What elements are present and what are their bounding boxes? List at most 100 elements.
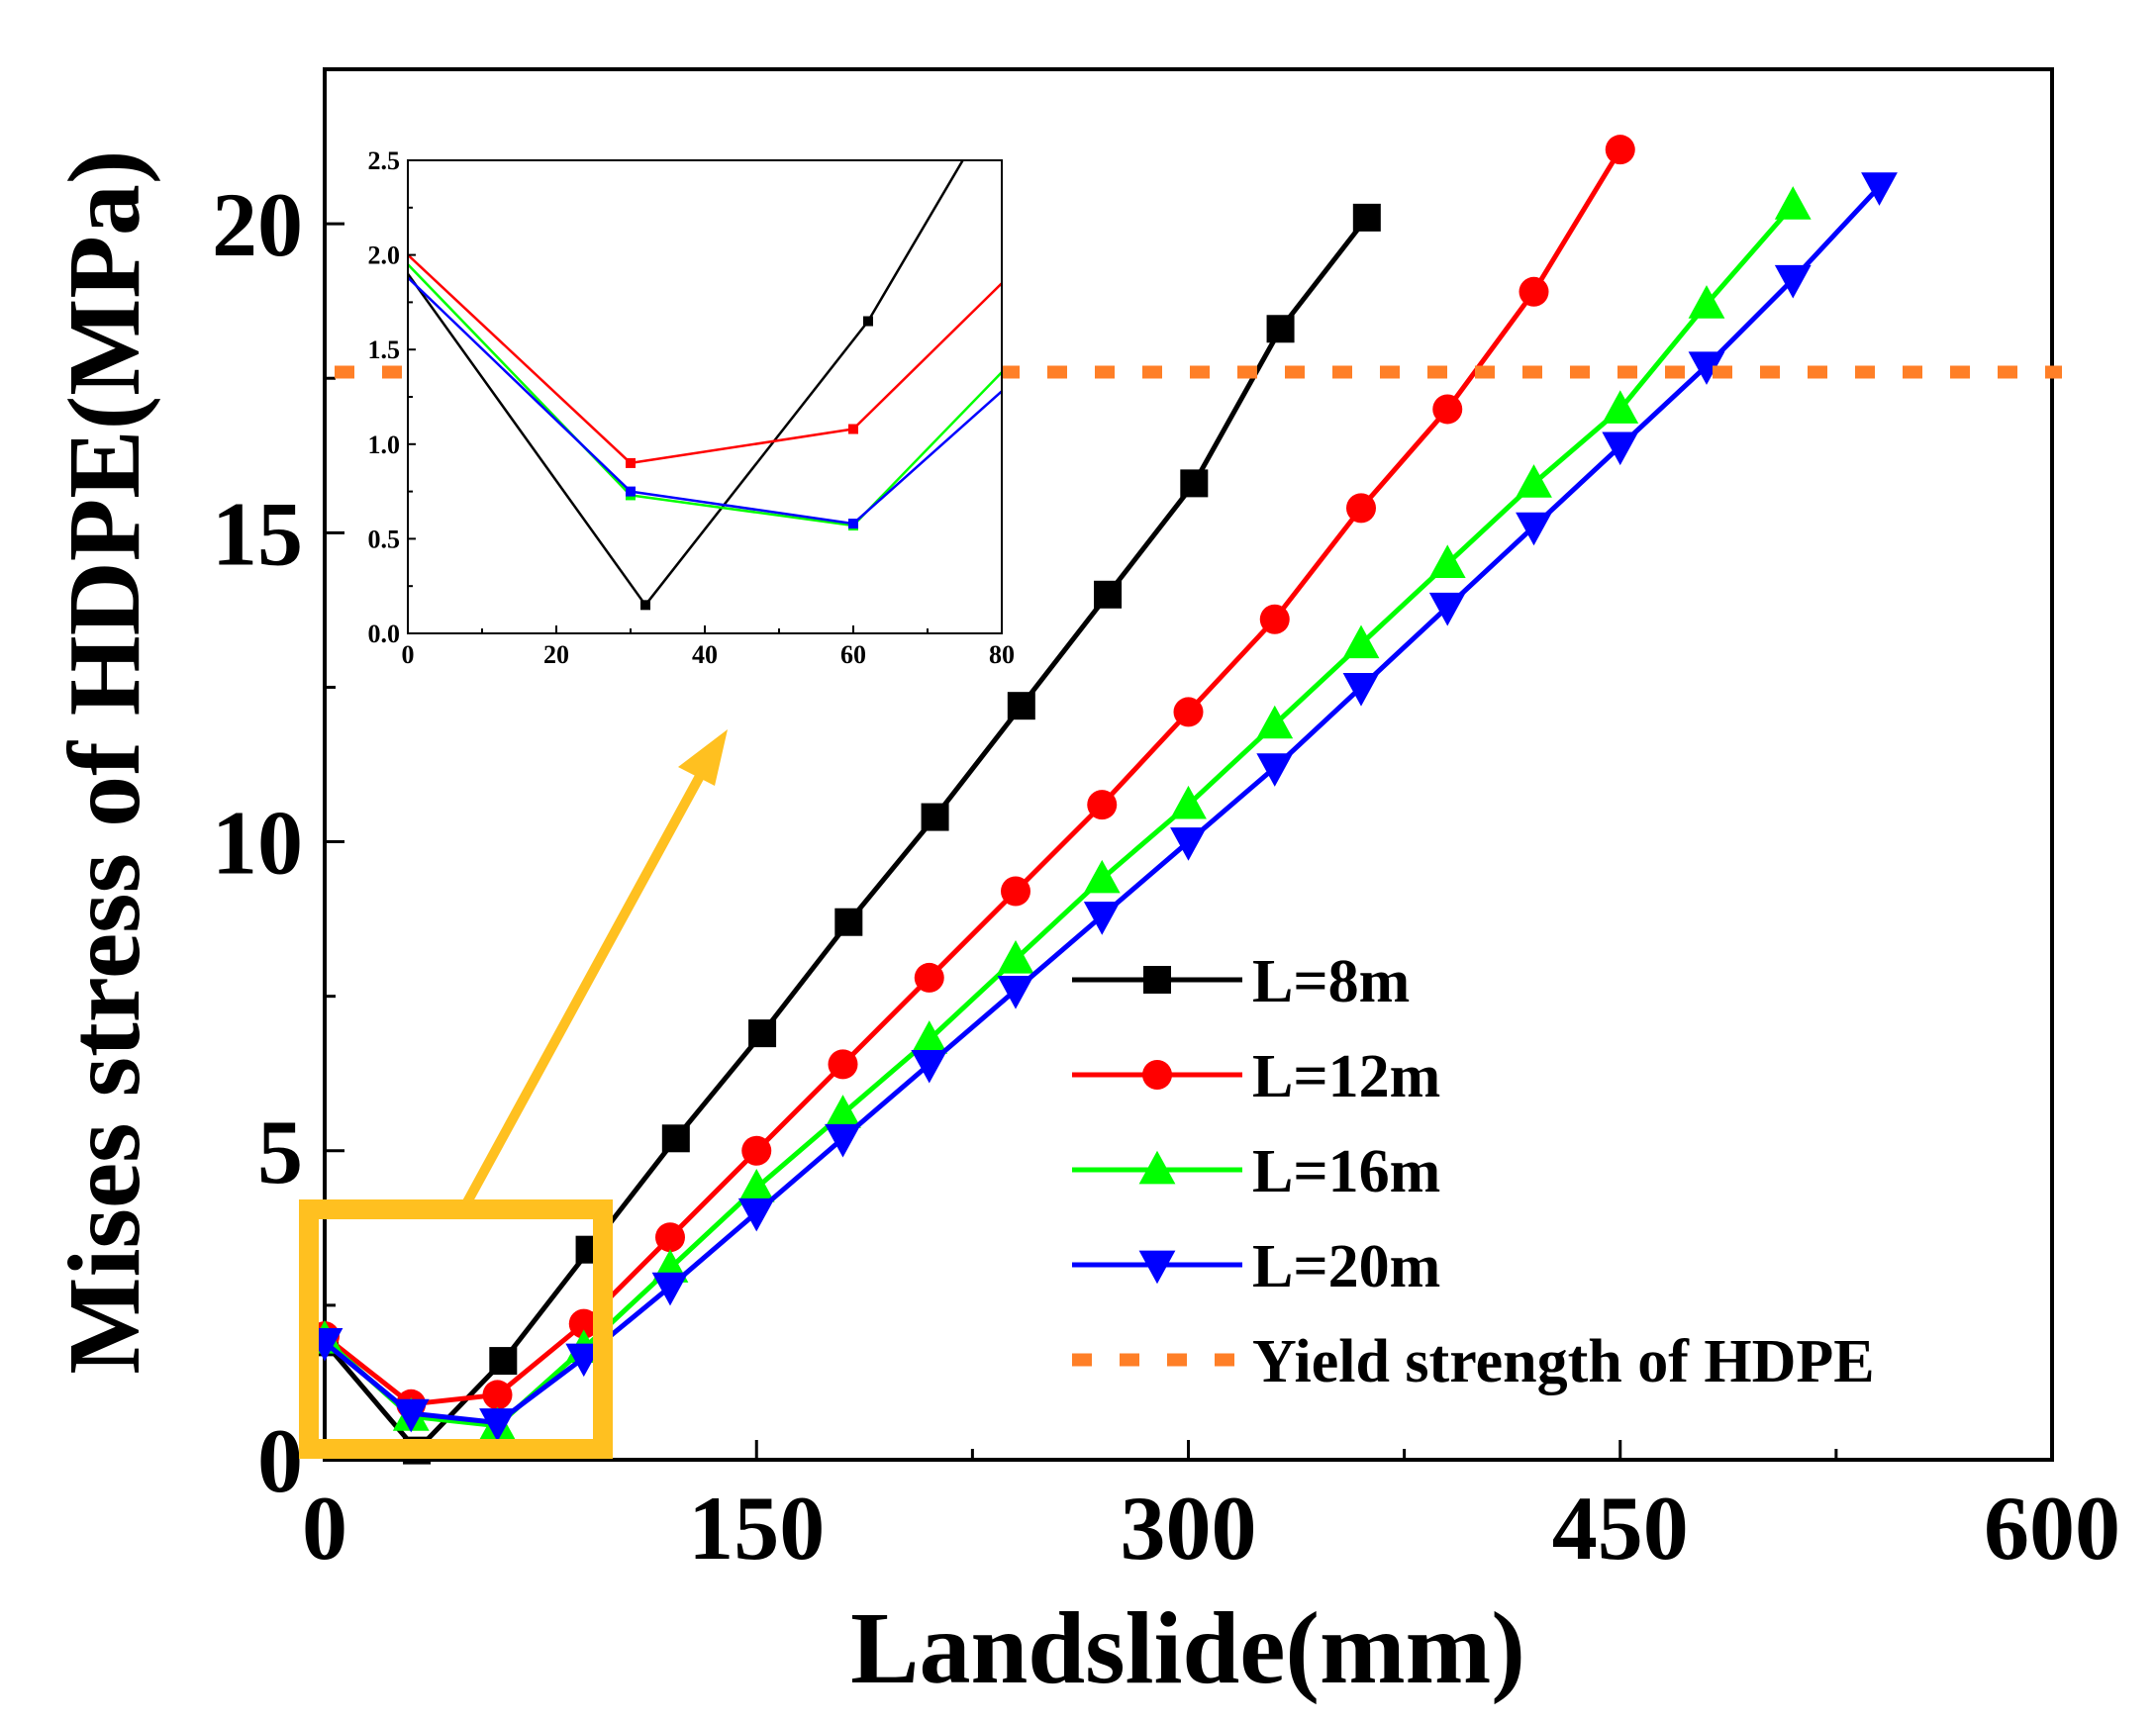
inset-series-line bbox=[408, 263, 1002, 527]
data-point bbox=[1861, 172, 1898, 206]
y-tick-label: 0 bbox=[257, 1410, 303, 1511]
inset-data-point bbox=[848, 424, 858, 434]
data-point bbox=[1087, 790, 1118, 820]
legend-marker bbox=[1143, 966, 1171, 994]
data-point bbox=[482, 1380, 513, 1410]
legend: L=8m L=12m L=16m L=20m Yield strength of HDP… bbox=[1072, 948, 1875, 1395]
inset-plot-background bbox=[408, 160, 1002, 633]
data-point bbox=[1170, 785, 1207, 819]
data-point bbox=[1083, 902, 1121, 935]
data-point bbox=[1083, 859, 1121, 894]
data-point bbox=[737, 1169, 775, 1202]
inset-x-tick-label: 80 bbox=[989, 640, 1015, 669]
data-point bbox=[1688, 285, 1725, 319]
data-point bbox=[651, 1272, 689, 1306]
legend-label: L=20m bbox=[1252, 1233, 1440, 1300]
x-tick-label: 150 bbox=[688, 1478, 825, 1579]
data-point bbox=[489, 1347, 518, 1376]
y-tick-label: 10 bbox=[212, 793, 303, 894]
legend-marker bbox=[1138, 1150, 1176, 1185]
data-point bbox=[911, 1020, 948, 1054]
inset-series-line bbox=[408, 160, 965, 607]
data-point bbox=[1605, 135, 1635, 165]
legend-label: L=8m bbox=[1252, 948, 1410, 1015]
data-point bbox=[1352, 203, 1381, 232]
inset-series-line bbox=[408, 276, 1002, 526]
inset-y-tick-label: 1.0 bbox=[368, 431, 401, 459]
data-point bbox=[1428, 592, 1466, 626]
data-point bbox=[1774, 186, 1812, 220]
data-point bbox=[737, 1197, 775, 1232]
data-point bbox=[1170, 827, 1207, 861]
legend-entry: L=8m bbox=[1072, 948, 1410, 1015]
data-point bbox=[828, 1049, 858, 1080]
data-point bbox=[997, 940, 1034, 974]
data-point bbox=[1602, 431, 1639, 466]
x-tick-label: 0 bbox=[302, 1478, 347, 1579]
data-point bbox=[661, 1124, 690, 1153]
x-tick-label: 300 bbox=[1121, 1478, 1257, 1579]
data-point bbox=[1774, 264, 1812, 299]
data-point bbox=[655, 1222, 685, 1253]
legend-marker bbox=[1138, 1250, 1176, 1285]
data-point bbox=[1259, 604, 1290, 634]
inset-y-tick-label: 0.0 bbox=[368, 620, 401, 648]
legend-entry: L=12m bbox=[1072, 1043, 1440, 1110]
legend-marker bbox=[1142, 1060, 1172, 1090]
x-tick-label: 450 bbox=[1552, 1478, 1689, 1579]
data-point bbox=[1180, 469, 1209, 498]
inset-x-tick-label: 40 bbox=[692, 640, 718, 669]
data-point bbox=[1432, 394, 1463, 425]
inset-y-tick-label: 0.5 bbox=[368, 525, 401, 553]
data-point bbox=[1346, 493, 1376, 524]
legend-entry: Yield strength of HDPE bbox=[1072, 1328, 1875, 1395]
inset-data-point bbox=[626, 457, 636, 468]
data-point bbox=[914, 962, 944, 993]
data-point bbox=[825, 1123, 861, 1158]
x-axis-title: Landslide(mm) bbox=[850, 1591, 1525, 1705]
y-axis-title: Mises stress of HDPE(MPa) bbox=[48, 149, 161, 1374]
inset-series-line bbox=[408, 253, 1002, 465]
inset-data-point bbox=[863, 316, 873, 327]
x-tick-label: 600 bbox=[1984, 1478, 2120, 1579]
data-point bbox=[1256, 705, 1294, 739]
data-point bbox=[1688, 351, 1725, 385]
data-point bbox=[1516, 464, 1552, 498]
data-point bbox=[568, 1308, 599, 1339]
data-point bbox=[834, 908, 863, 936]
data-point bbox=[1428, 544, 1466, 578]
data-point bbox=[1516, 512, 1552, 546]
data-point bbox=[1342, 624, 1380, 659]
inset-x-tick-label: 60 bbox=[840, 640, 866, 669]
data-point bbox=[825, 1095, 861, 1128]
zoom-arrow bbox=[458, 729, 728, 1212]
data-point bbox=[1256, 753, 1294, 787]
data-point bbox=[392, 1398, 430, 1433]
legend-label: L=12m bbox=[1252, 1043, 1440, 1110]
inset-data-point bbox=[640, 600, 650, 611]
inset-data-point bbox=[626, 486, 636, 497]
data-point bbox=[1173, 697, 1204, 727]
data-point bbox=[1342, 673, 1380, 707]
data-point bbox=[1094, 580, 1123, 609]
data-point bbox=[1266, 315, 1295, 343]
y-tick-label: 5 bbox=[257, 1101, 303, 1202]
data-point bbox=[921, 803, 949, 831]
inset-y-tick-label: 2.5 bbox=[368, 146, 401, 175]
y-tick-label: 20 bbox=[212, 174, 303, 275]
series-L=12m bbox=[310, 135, 1635, 1419]
inset-x-tick-label: 20 bbox=[543, 640, 569, 669]
data-point bbox=[1001, 876, 1030, 907]
data-point bbox=[1519, 276, 1549, 307]
legend-entry: L=16m bbox=[1072, 1138, 1440, 1205]
inset-x-tick-label: 0 bbox=[402, 640, 415, 669]
inset-data-point bbox=[848, 519, 858, 529]
data-point bbox=[1602, 390, 1639, 424]
data-point bbox=[741, 1135, 772, 1166]
legend-label: Yield strength of HDPE bbox=[1252, 1328, 1875, 1395]
data-point bbox=[479, 1408, 516, 1442]
series-L=20m bbox=[306, 172, 1898, 1442]
zoom-region-box bbox=[299, 1199, 613, 1459]
data-point bbox=[997, 976, 1034, 1009]
